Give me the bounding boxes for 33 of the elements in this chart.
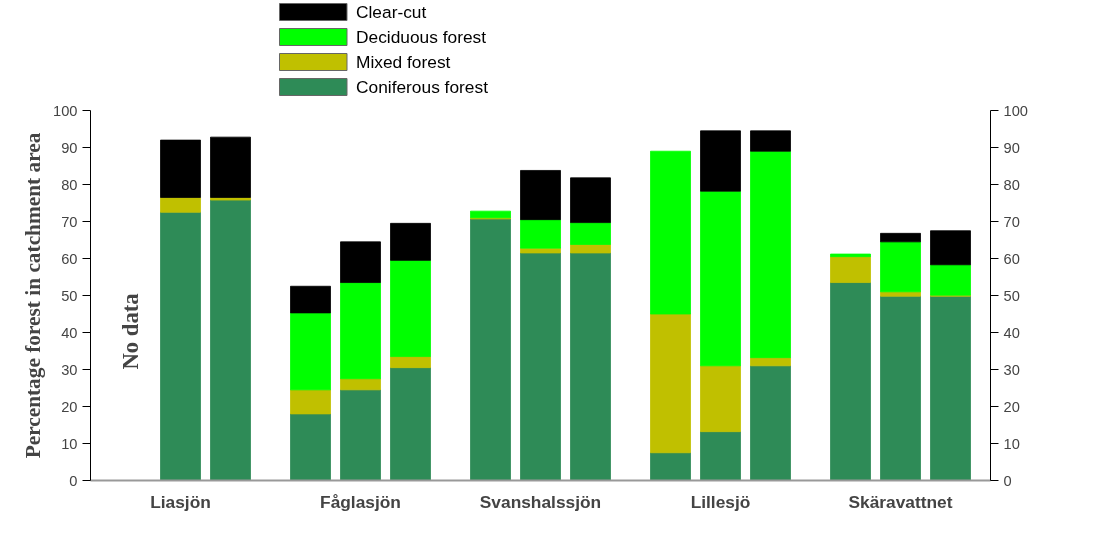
x-tick-label: Liasjön — [150, 491, 211, 512]
x-tick-label: Lillesjö — [690, 491, 751, 512]
y-tick-label: 70 — [61, 213, 78, 230]
annotation: No data — [118, 293, 143, 370]
y2-tick-label: 60 — [1003, 250, 1020, 267]
x-tick-label: Svanshalssjön — [479, 491, 602, 512]
y2-tick-label: 10 — [1003, 435, 1020, 452]
y-tick-label: 60 — [61, 250, 78, 267]
y2-tick-label: 80 — [1003, 176, 1020, 193]
y2-tick-label: 0 — [1003, 472, 1012, 489]
y-axis-title: Percentage forest in catchment area — [21, 132, 46, 459]
y2-tick-label: 90 — [1003, 139, 1020, 156]
y2-tick-label: 40 — [1003, 324, 1020, 341]
y-tick-label: 40 — [61, 324, 78, 341]
legend-label: Deciduous forest — [356, 27, 487, 47]
y-tick-label: 50 — [61, 287, 78, 304]
y2-tick-label: 50 — [1003, 287, 1020, 304]
y-tick-label: 100 — [53, 102, 78, 119]
y-tick-label: 90 — [61, 139, 78, 156]
legend-label: Coniferous forest — [356, 77, 489, 97]
y2-tick-label: 100 — [1003, 102, 1028, 119]
y-tick-label: 30 — [61, 361, 78, 378]
y2-tick-label: 20 — [1003, 398, 1020, 415]
y-tick-label: 20 — [61, 398, 78, 415]
legend-label: Mixed forest — [356, 52, 451, 72]
x-tick-label: Fåglasjön — [320, 491, 401, 512]
y-tick-label: 80 — [61, 176, 78, 193]
y-tick-label: 0 — [69, 472, 78, 489]
legend-label: Clear-cut — [356, 2, 427, 22]
y2-tick-label: 70 — [1003, 213, 1020, 230]
y-tick-label: 10 — [61, 435, 78, 452]
y2-tick-label: 30 — [1003, 361, 1020, 378]
x-tick-label: Skäravattnet — [848, 491, 953, 512]
